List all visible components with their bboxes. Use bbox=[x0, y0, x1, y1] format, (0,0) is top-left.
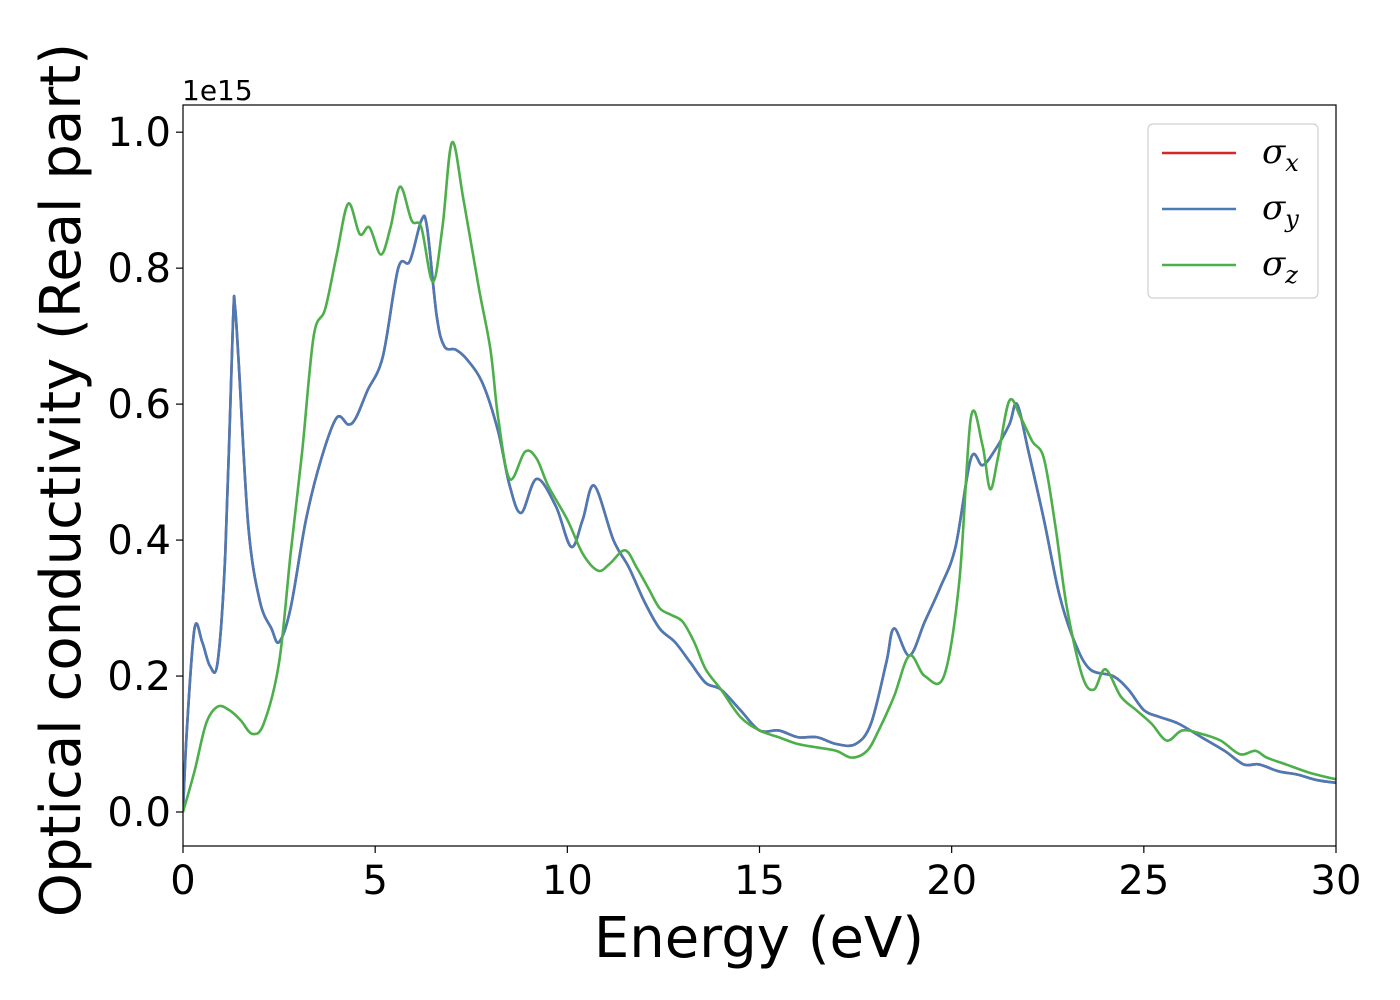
y-tick-label: 0.8 bbox=[107, 246, 171, 292]
legend-items: σx σy σz bbox=[1162, 132, 1299, 289]
y-tick-label: 1.0 bbox=[107, 110, 171, 156]
y-axis-title: Optical conductivity (Real part) bbox=[29, 43, 94, 917]
y-offset-label: 1e15 bbox=[182, 74, 253, 107]
legend-label-sigma-x: σx bbox=[1262, 132, 1299, 177]
y-tick-label: 0.4 bbox=[107, 518, 171, 564]
x-tick-label: 10 bbox=[542, 858, 593, 904]
y-tick-label: 0.0 bbox=[107, 790, 171, 836]
x-axis-title: Energy (eV) bbox=[594, 906, 924, 971]
x-tick-label: 25 bbox=[1118, 858, 1169, 904]
y-tick-label: 0.6 bbox=[107, 382, 171, 428]
ticks-layer: 0 5 10 15 20 25 30 0.0 0.2 0.4 0.6 0.8 1.0 bbox=[107, 110, 1361, 904]
series-line-sigma-y bbox=[183, 214, 1336, 813]
series-layer bbox=[183, 141, 1336, 813]
x-tick-label: 0 bbox=[170, 858, 195, 904]
x-tick-label: 5 bbox=[362, 858, 387, 904]
legend: σx σy σz bbox=[1147, 123, 1319, 299]
x-tick-label: 20 bbox=[926, 858, 977, 904]
y-tick-label: 0.2 bbox=[107, 654, 171, 700]
x-tick-label: 15 bbox=[734, 858, 785, 904]
legend-box bbox=[1147, 123, 1319, 299]
legend-label-sigma-z: σz bbox=[1262, 244, 1298, 289]
series-line-sigma-z bbox=[183, 141, 1336, 813]
x-tick-label: 30 bbox=[1311, 858, 1362, 904]
legend-label-sigma-y: σy bbox=[1262, 188, 1299, 233]
